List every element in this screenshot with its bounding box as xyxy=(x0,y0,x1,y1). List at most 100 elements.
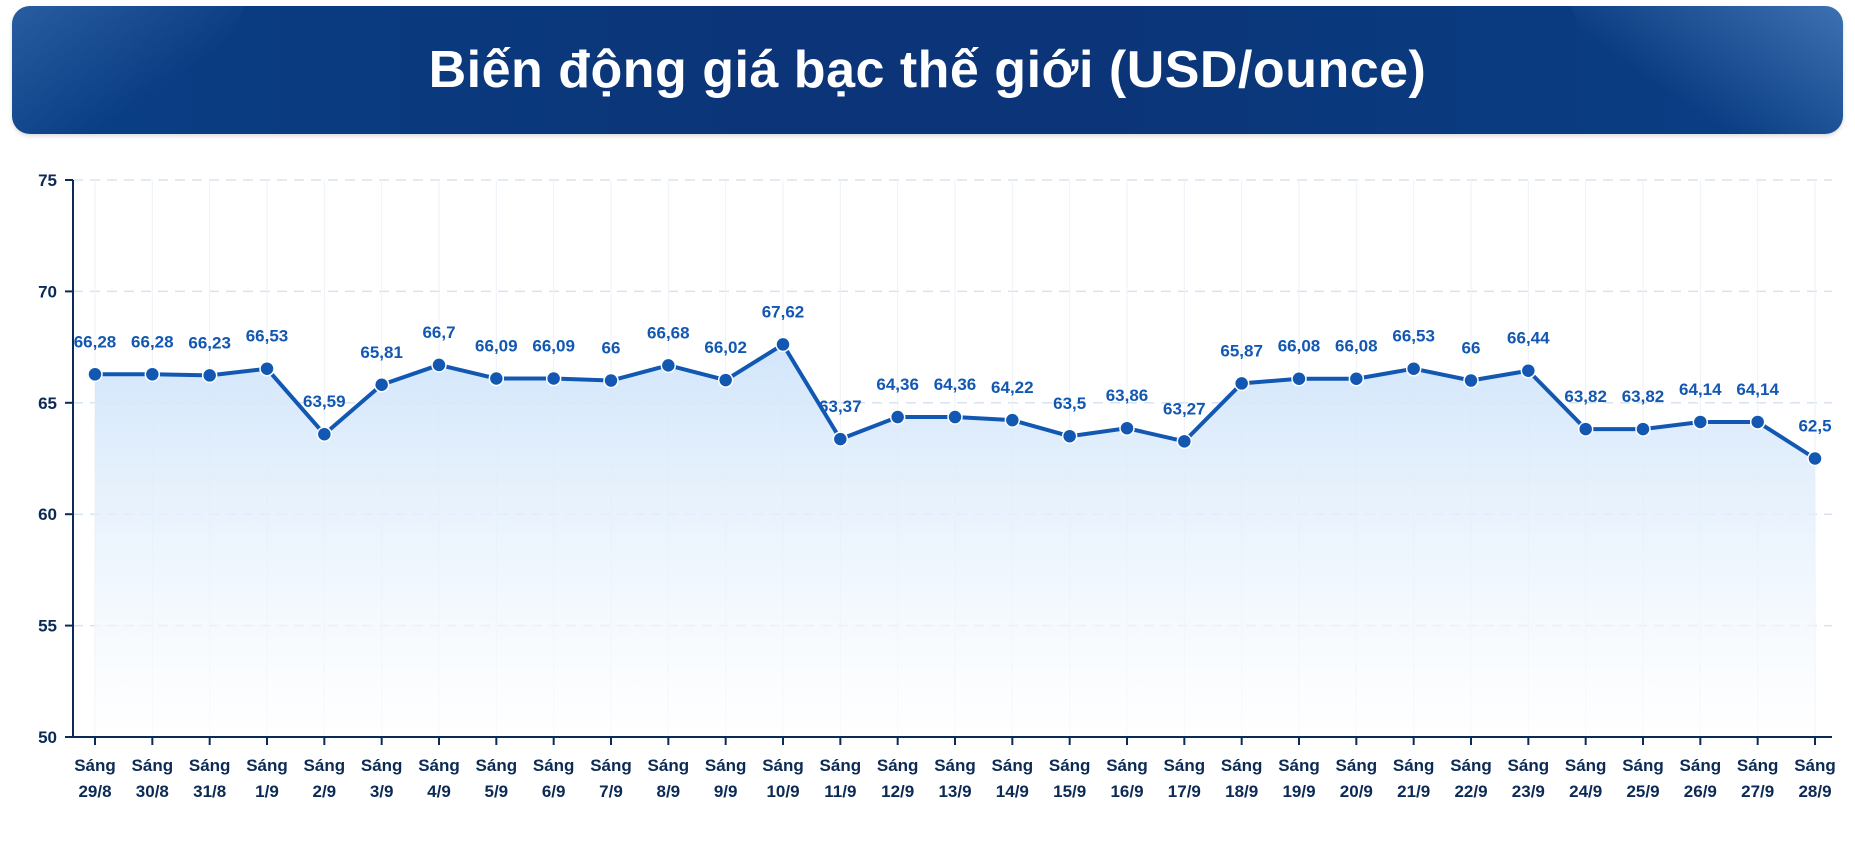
x-tick-label: Sáng 29/8 xyxy=(74,756,116,801)
data-point xyxy=(1807,450,1823,467)
data-label: 66,53 xyxy=(1392,327,1435,346)
y-tick-label: 60 xyxy=(38,505,57,524)
data-label: 64,22 xyxy=(991,378,1034,397)
x-tick-label-line1: Sáng xyxy=(1737,756,1779,775)
data-label: 63,59 xyxy=(303,392,346,411)
data-point xyxy=(1119,420,1135,436)
data-point xyxy=(889,409,906,425)
x-tick-label: Sáng 27/9 xyxy=(1737,756,1779,801)
data-point xyxy=(1463,372,1479,389)
data-label: 65,87 xyxy=(1220,341,1263,360)
x-tick-label-line2: 30/8 xyxy=(136,782,169,801)
x-tick-label-line2: 5/9 xyxy=(485,782,509,801)
x-tick-label: Sáng 5/9 xyxy=(476,756,518,801)
x-tick-label: Sáng 25/9 xyxy=(1622,756,1664,801)
x-tick-label-line1: Sáng xyxy=(1680,756,1722,775)
x-tick-label-line2: 29/8 xyxy=(78,782,111,801)
x-tick-label: Sáng 18/9 xyxy=(1221,756,1263,801)
data-label: 66 xyxy=(1462,339,1481,358)
data-label: 63,86 xyxy=(1106,386,1149,405)
x-tick-label-line1: Sáng xyxy=(533,756,575,775)
data-label: 66,28 xyxy=(131,332,174,351)
data-label: 64,36 xyxy=(934,375,977,394)
data-label: 63,37 xyxy=(819,397,862,416)
x-tick-label-line1: Sáng xyxy=(1221,756,1263,775)
x-tick-label-line2: 11/9 xyxy=(824,782,856,801)
x-tick-label: Sáng 1/9 xyxy=(246,756,288,801)
x-tick-label: Sáng 2/9 xyxy=(304,756,346,801)
data-label: 66,08 xyxy=(1335,337,1378,356)
data-point xyxy=(1749,414,1766,430)
x-tick-label-line1: Sáng xyxy=(476,756,518,775)
x-tick-label: Sáng 31/8 xyxy=(189,756,231,801)
data-label: 66,44 xyxy=(1507,329,1550,348)
x-tick-label-line2: 31/8 xyxy=(193,782,226,801)
data-label: 63,82 xyxy=(1622,387,1665,406)
x-tick-label-line1: Sáng xyxy=(820,756,862,775)
x-tick-label-line1: Sáng xyxy=(705,756,747,775)
x-tick-label: Sáng 22/9 xyxy=(1450,756,1492,801)
data-point xyxy=(1061,428,1078,444)
x-tick-label: Sáng 28/9 xyxy=(1794,756,1836,801)
data-point xyxy=(201,367,218,384)
x-tick-label: Sáng 20/9 xyxy=(1336,756,1378,801)
data-point xyxy=(832,431,849,447)
data-point xyxy=(144,366,161,383)
data-label: 64,14 xyxy=(1679,380,1722,399)
x-tick-label: Sáng 4/9 xyxy=(418,756,460,801)
x-tick-label-line1: Sáng xyxy=(304,756,346,775)
x-tick-label-line1: Sáng xyxy=(648,756,690,775)
data-point xyxy=(259,360,275,377)
data-point xyxy=(775,336,791,353)
x-tick-label-line1: Sáng xyxy=(1450,756,1492,775)
x-tick-label-line2: 7/9 xyxy=(599,782,623,801)
x-tick-label-line2: 6/9 xyxy=(542,782,566,801)
data-point xyxy=(1692,414,1709,430)
x-tick-label-line2: 13/9 xyxy=(938,782,971,801)
data-point xyxy=(1348,370,1365,387)
x-tick-label-line2: 4/9 xyxy=(427,782,451,801)
data-label: 66,23 xyxy=(188,333,231,352)
x-tick-label-line1: Sáng xyxy=(132,756,174,775)
x-tick-label: Sáng 23/9 xyxy=(1508,756,1550,801)
data-point xyxy=(1405,360,1422,377)
x-tick-label-line2: 23/9 xyxy=(1512,782,1545,801)
x-tick-label-line1: Sáng xyxy=(992,756,1034,775)
x-tick-label: Sáng 15/9 xyxy=(1049,756,1091,801)
data-point xyxy=(488,370,505,387)
x-tick-label-line2: 21/9 xyxy=(1397,782,1430,801)
x-tick-label: Sáng 8/9 xyxy=(648,756,690,801)
data-point xyxy=(717,372,734,388)
data-point xyxy=(1291,370,1307,387)
x-tick-label-line2: 25/9 xyxy=(1626,782,1659,801)
x-tick-label: Sáng 11/9 xyxy=(820,756,862,801)
x-tick-label: Sáng 16/9 xyxy=(1106,756,1148,801)
x-tick-label-line2: 9/9 xyxy=(714,782,738,801)
x-tick-label: Sáng 12/9 xyxy=(877,756,919,801)
x-tick-label-line1: Sáng xyxy=(1278,756,1320,775)
data-label: 63,82 xyxy=(1564,387,1607,406)
data-point xyxy=(316,426,333,442)
x-tick-label-line2: 8/9 xyxy=(657,782,681,801)
data-point xyxy=(1004,412,1021,428)
data-point xyxy=(660,357,677,374)
x-tick-label-line1: Sáng xyxy=(1106,756,1148,775)
x-tick-label: Sáng 17/9 xyxy=(1164,756,1206,801)
x-tick-label-line1: Sáng xyxy=(1565,756,1607,775)
x-tick-label-line2: 15/9 xyxy=(1053,782,1086,801)
x-tick-label-line1: Sáng xyxy=(934,756,976,775)
x-tick-label-line2: 20/9 xyxy=(1340,782,1373,801)
data-point xyxy=(87,366,103,383)
x-tick-label: Sáng 30/8 xyxy=(132,756,174,801)
x-tick-label-line1: Sáng xyxy=(1393,756,1435,775)
x-tick-label-line2: 14/9 xyxy=(996,782,1029,801)
x-tick-label-line1: Sáng xyxy=(1622,756,1664,775)
x-tick-label-line1: Sáng xyxy=(418,756,460,775)
data-point xyxy=(1233,375,1250,392)
x-tick-label-line2: 19/9 xyxy=(1282,782,1315,801)
data-label: 63,5 xyxy=(1053,394,1086,413)
x-tick-label-line1: Sáng xyxy=(1508,756,1550,775)
y-tick-label: 50 xyxy=(38,728,57,747)
x-tick-label-line2: 3/9 xyxy=(370,782,394,801)
y-tick-label: 55 xyxy=(38,617,57,636)
